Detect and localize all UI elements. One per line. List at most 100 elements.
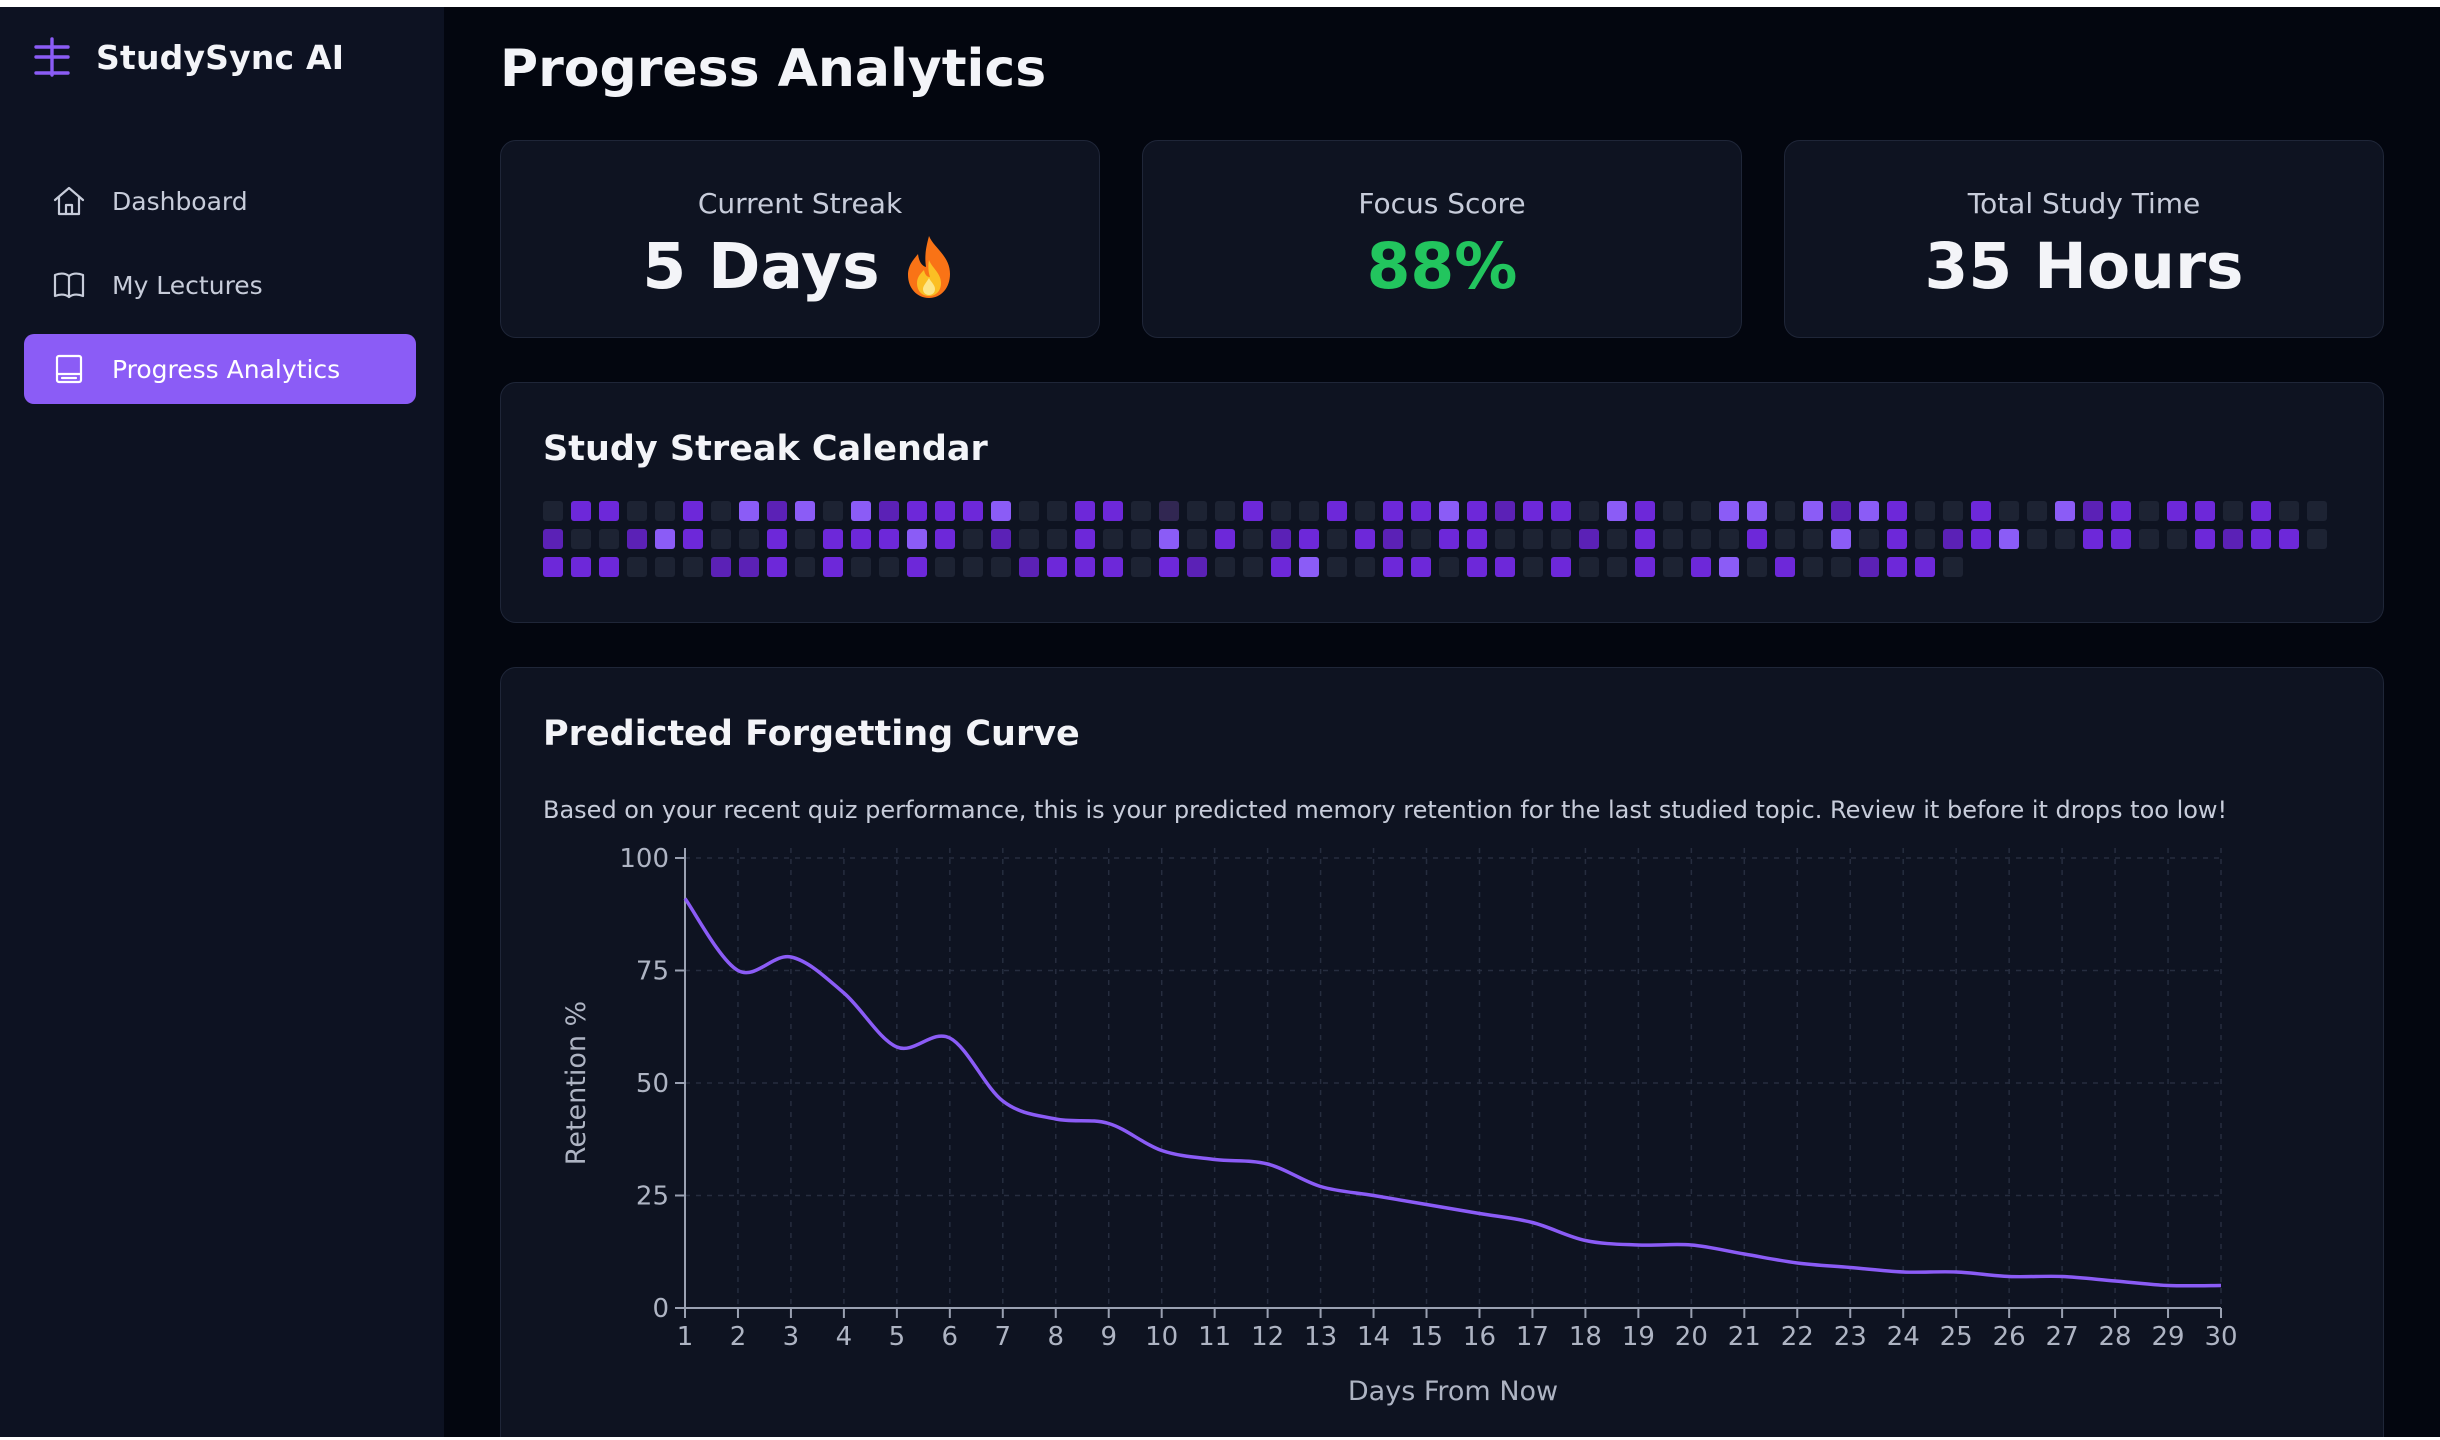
calendar-day-cell [739,529,759,549]
calendar-day-cell [1131,529,1151,549]
sidebar-item-label: Dashboard [112,186,248,216]
calendar-day-cell [1915,529,1935,549]
calendar-day-cell [1215,557,1235,577]
calendar-day-cell [1747,501,1767,521]
sidebar-item-my-lectures[interactable]: My Lectures [24,250,416,320]
calendar-day-cell [1831,501,1851,521]
section-description: Based on your recent quiz performance, t… [543,796,2228,824]
calendar-day-cell [1719,557,1739,577]
calendar-day-cell [599,557,619,577]
calendar-day-cell [1439,529,1459,549]
x-tick-label: 14 [1357,1322,1390,1352]
stat-label: Total Study Time [1967,187,2201,220]
calendar-day-cell [1187,529,1207,549]
calendar-day-cell [1047,529,1067,549]
calendar-day-cell [1495,529,1515,549]
x-tick-label: 7 [995,1322,1012,1352]
calendar-day-cell [1383,501,1403,521]
calendar-day-cell [1299,557,1319,577]
calendar-day-cell [711,501,731,521]
calendar-day-cell [1495,501,1515,521]
x-tick-label: 10 [1145,1322,1178,1352]
calendar-day-cell [683,557,703,577]
calendar-day-cell [851,557,871,577]
streak-calendar-grid [543,501,2327,577]
calendar-day-cell [1467,557,1487,577]
x-tick-label: 18 [1569,1322,1602,1352]
calendar-day-cell [1439,557,1459,577]
calendar-day-cell [1047,501,1067,521]
calendar-day-cell [1467,501,1487,521]
calendar-day-cell [1355,529,1375,549]
x-tick-label: 23 [1834,1322,1867,1352]
calendar-day-cell [1803,557,1823,577]
page-title: Progress Analytics [500,39,1047,99]
section-title: Predicted Forgetting Curve [543,714,1080,754]
x-tick-label: 15 [1410,1322,1443,1352]
calendar-day-cell [1355,501,1375,521]
calendar-day-cell [627,501,647,521]
calendar-day-cell [1775,557,1795,577]
calendar-day-cell [1215,501,1235,521]
calendar-day-cell [2055,529,2075,549]
calendar-day-cell [1943,501,1963,521]
calendar-day-cell [1103,529,1123,549]
x-tick-label: 5 [889,1322,906,1352]
x-tick-label: 6 [942,1322,959,1352]
calendar-day-cell [2027,501,2047,521]
calendar-day-cell [823,501,843,521]
calendar-day-cell [1383,557,1403,577]
calendar-day-cell [2083,501,2103,521]
calendar-day-cell [823,557,843,577]
calendar-day-cell [2195,501,2215,521]
calendar-day-cell [963,557,983,577]
x-tick-label: 4 [836,1322,853,1352]
x-tick-label: 25 [1940,1322,1973,1352]
x-tick-label: 29 [2151,1322,2184,1352]
x-tick-label: 9 [1100,1322,1117,1352]
calendar-day-cell [795,557,815,577]
x-tick-label: 21 [1728,1322,1761,1352]
calendar-day-cell [2279,529,2299,549]
calendar-day-cell [991,501,1011,521]
x-tick-label: 16 [1463,1322,1496,1352]
calendar-day-cell [795,501,815,521]
sidebar-item-label: Progress Analytics [112,354,341,384]
calendar-day-cell [1383,529,1403,549]
calendar-day-cell [655,501,675,521]
sidebar-item-progress-analytics[interactable]: Progress Analytics [24,334,416,404]
calendar-day-cell [991,529,1011,549]
calendar-day-cell [1831,529,1851,549]
calendar-day-cell [571,501,591,521]
calendar-day-cell [1159,501,1179,521]
calendar-day-cell [739,557,759,577]
calendar-day-cell [683,501,703,521]
calendar-day-cell [683,529,703,549]
calendar-day-cell [1607,557,1627,577]
x-tick-label: 11 [1198,1322,1231,1352]
calendar-day-cell [2167,529,2187,549]
calendar-day-cell [1831,557,1851,577]
calendar-day-cell [543,557,563,577]
y-tick-label: 50 [636,1069,669,1099]
calendar-day-cell [1803,501,1823,521]
calendar-day-cell [1299,501,1319,521]
y-axis-label: Retention % [561,1001,592,1165]
brand: StudySync AI [34,37,344,77]
calendar-day-cell [2055,501,2075,521]
calendar-day-cell [1271,557,1291,577]
sidebar-item-dashboard[interactable]: Dashboard [24,166,416,236]
x-tick-label: 20 [1675,1322,1708,1352]
calendar-day-cell [1691,501,1711,521]
calendar-day-cell [1103,557,1123,577]
calendar-day-cell [1327,557,1347,577]
calendar-day-cell [1523,557,1543,577]
calendar-day-cell [1131,557,1151,577]
calendar-day-cell [1719,529,1739,549]
calendar-day-cell [1915,557,1935,577]
calendar-day-cell [1355,557,1375,577]
calendar-day-cell [1019,557,1039,577]
calendar-day-cell [599,501,619,521]
calendar-day-cell [907,557,927,577]
calendar-day-cell [1999,501,2019,521]
